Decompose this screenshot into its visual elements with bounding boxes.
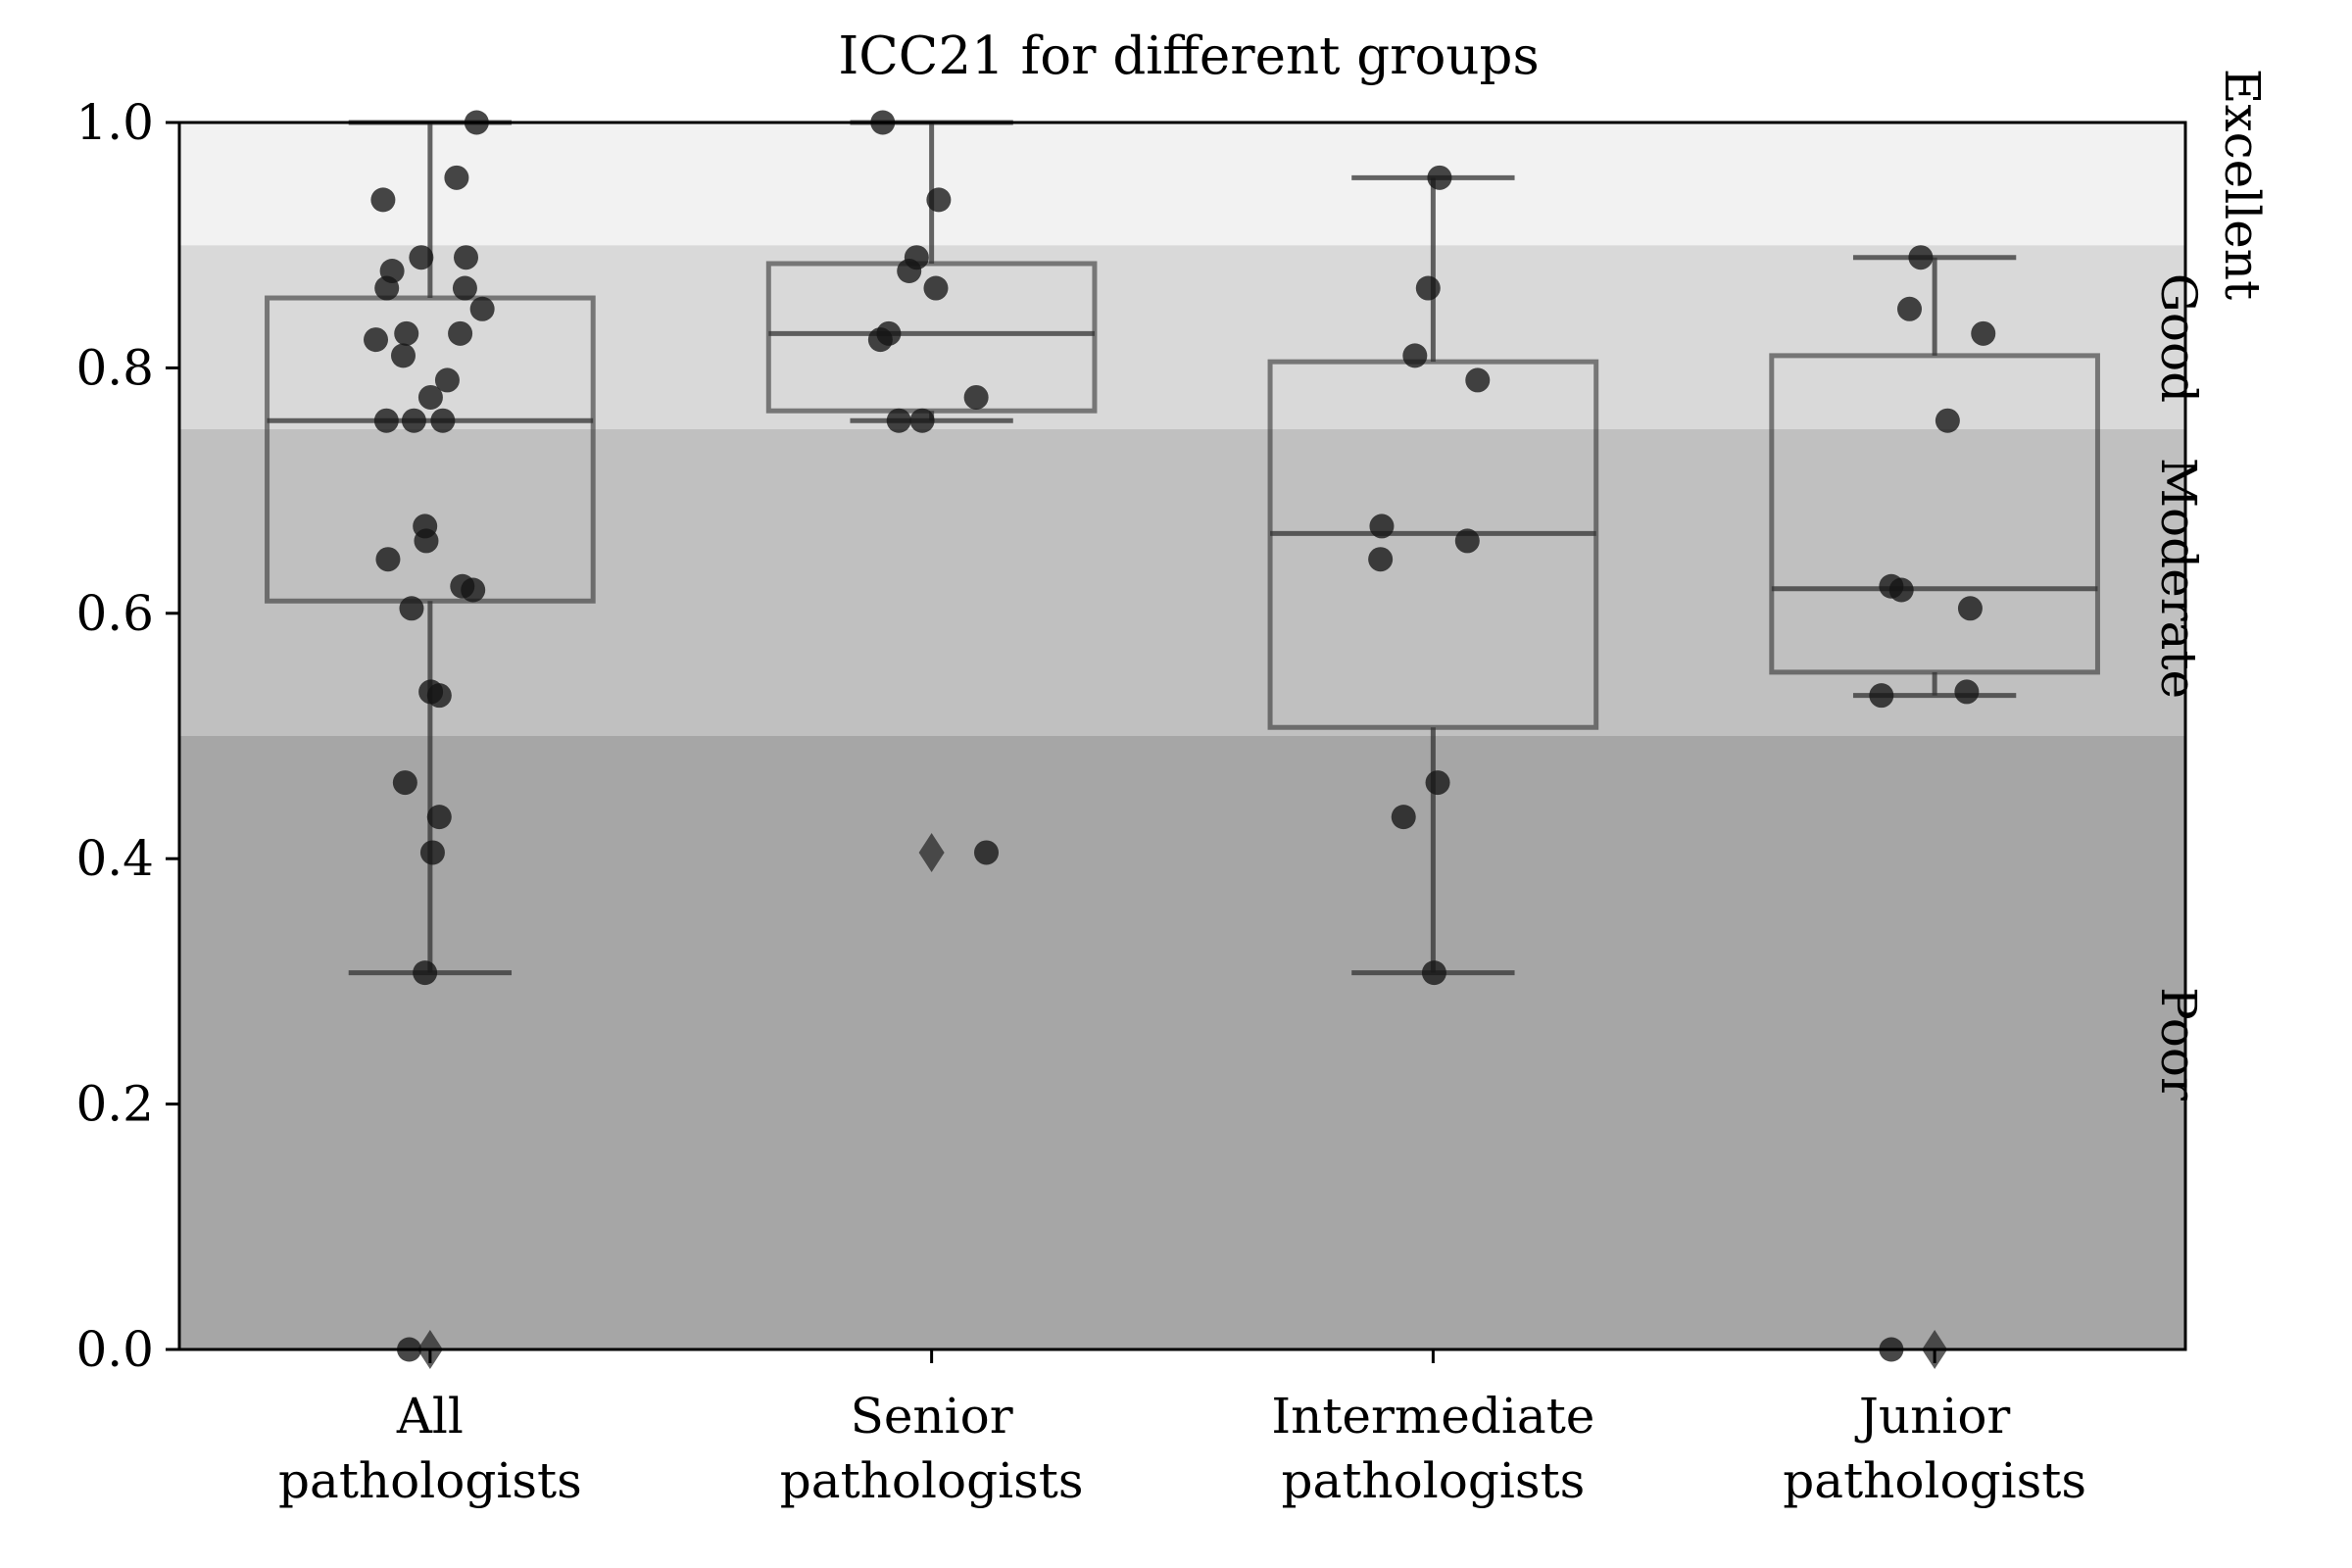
chart-title: ICC21 for different groups xyxy=(838,26,1539,86)
point-g0 xyxy=(461,577,486,603)
band-label-good: Good xyxy=(2150,273,2207,403)
band-label-moderate: Moderate xyxy=(2150,458,2207,699)
point-g0 xyxy=(374,275,400,301)
iqr-box xyxy=(765,261,1098,414)
x-tick-label-line2: pathologists xyxy=(1282,1452,1586,1509)
point-g0 xyxy=(448,320,473,346)
point-g3 xyxy=(1888,577,1914,603)
band-label-excellent: Excellent xyxy=(2214,69,2271,300)
point-g0 xyxy=(401,408,426,433)
iqr-box xyxy=(1267,359,1599,730)
point-g3 xyxy=(1954,679,1980,705)
band-label-poor: Poor xyxy=(2150,987,2207,1101)
point-g0 xyxy=(426,805,452,830)
point-g0 xyxy=(392,770,417,796)
y-tick-label: 0.8 xyxy=(75,339,154,396)
y-tick-label: 0.0 xyxy=(75,1321,154,1378)
point-g0 xyxy=(373,408,399,433)
y-axis: 0.0 0.2 0.4 0.6 0.8 1.0 xyxy=(75,94,179,1378)
point-g0 xyxy=(414,528,439,554)
point-g0 xyxy=(469,296,495,321)
point-g1 xyxy=(974,840,1000,865)
point-g0 xyxy=(454,245,479,270)
point-g0 xyxy=(370,187,396,213)
point-g1 xyxy=(909,408,935,433)
outlier-marker xyxy=(918,832,945,872)
band-good xyxy=(179,245,2185,429)
point-g0 xyxy=(452,275,477,301)
x-tick-label-line1: Junior xyxy=(1854,1388,2011,1445)
point-g0 xyxy=(375,547,401,572)
point-g1 xyxy=(867,327,893,353)
point-g0 xyxy=(394,320,419,346)
y-tick-label: 1.0 xyxy=(75,94,154,151)
x-tick-label-line2: pathologists xyxy=(1783,1452,2086,1509)
point-g1 xyxy=(897,258,922,283)
point-g1 xyxy=(886,408,911,433)
agreement-bands xyxy=(179,122,2185,1349)
band-excellent xyxy=(179,122,2185,246)
point-g2 xyxy=(1425,770,1450,796)
point-g0 xyxy=(419,840,445,865)
point-g0 xyxy=(399,596,424,621)
point-g3 xyxy=(1869,683,1894,709)
x-tick-label-line2: pathologists xyxy=(780,1452,1084,1509)
point-g1 xyxy=(923,275,949,301)
point-g3 xyxy=(1971,320,1996,346)
point-g2 xyxy=(1415,275,1441,301)
point-g0 xyxy=(430,408,456,433)
point-g2 xyxy=(1427,165,1452,190)
point-g0 xyxy=(444,165,469,190)
point-g2 xyxy=(1421,960,1446,986)
point-g0 xyxy=(413,960,438,986)
point-g2 xyxy=(1454,528,1480,554)
x-axis: All pathologists Senior pathologists Interme… xyxy=(278,1349,2086,1509)
band-poor xyxy=(179,736,2185,1349)
x-tick-label-line2: pathologists xyxy=(278,1452,582,1509)
y-tick-label: 0.4 xyxy=(75,830,154,887)
point-g3 xyxy=(1908,245,1934,270)
point-g1 xyxy=(963,384,989,410)
iqr-box xyxy=(1769,353,2100,675)
point-g0 xyxy=(364,327,389,353)
point-g0 xyxy=(434,368,460,393)
band-moderate xyxy=(179,429,2185,736)
point-g0 xyxy=(426,683,452,709)
x-tick-label-line1: Senior xyxy=(851,1388,1013,1445)
y-tick-label: 0.6 xyxy=(75,585,154,642)
x-tick-label-line1: Intermediate xyxy=(1271,1388,1594,1445)
point-g3 xyxy=(1935,408,1960,433)
point-g3 xyxy=(1897,296,1923,321)
point-g2 xyxy=(1465,368,1491,393)
point-g0 xyxy=(417,384,443,410)
iqr-box xyxy=(265,295,596,604)
point-g0 xyxy=(409,245,434,270)
y-tick-label: 0.2 xyxy=(75,1076,154,1133)
data-points xyxy=(364,110,1996,1362)
plot-frame xyxy=(177,121,2187,1351)
x-tick-label-line1: All xyxy=(396,1388,464,1445)
point-g2 xyxy=(1402,343,1428,368)
box-group-0 xyxy=(265,120,596,1369)
point-g2 xyxy=(1391,805,1416,830)
point-g2 xyxy=(1369,514,1395,539)
point-g2 xyxy=(1368,547,1394,572)
point-g0 xyxy=(390,343,416,368)
point-g1 xyxy=(926,187,952,213)
point-g3 xyxy=(1957,596,1983,621)
